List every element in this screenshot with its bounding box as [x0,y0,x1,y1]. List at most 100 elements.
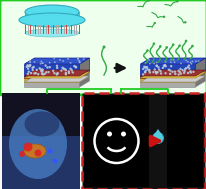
Circle shape [71,71,74,74]
Polygon shape [24,58,89,64]
Circle shape [62,68,65,70]
Circle shape [162,16,164,18]
Circle shape [79,62,81,63]
Circle shape [183,21,186,23]
Circle shape [155,64,157,67]
Circle shape [41,69,43,71]
Circle shape [31,69,34,71]
Circle shape [74,66,77,68]
Circle shape [41,73,43,75]
Circle shape [33,72,35,75]
Circle shape [154,72,157,74]
Circle shape [74,66,77,68]
Circle shape [163,65,165,67]
Circle shape [177,44,180,47]
Polygon shape [194,58,205,76]
Circle shape [145,49,148,52]
Circle shape [27,70,30,73]
Circle shape [73,65,75,67]
Circle shape [161,67,163,69]
Ellipse shape [25,5,79,19]
Circle shape [176,70,179,72]
Circle shape [155,65,157,67]
Circle shape [107,132,111,136]
Circle shape [171,70,173,73]
Circle shape [183,68,185,70]
Circle shape [29,60,31,62]
Circle shape [77,58,78,60]
Circle shape [78,61,80,63]
Ellipse shape [24,144,46,158]
Polygon shape [79,58,89,76]
Circle shape [64,72,67,74]
Circle shape [33,61,35,63]
Circle shape [60,69,62,72]
Polygon shape [24,64,79,76]
Circle shape [147,0,150,2]
Circle shape [56,67,58,69]
Circle shape [155,62,157,63]
Circle shape [62,67,65,70]
Circle shape [154,71,157,74]
Circle shape [194,60,196,62]
Circle shape [78,60,80,62]
Circle shape [141,68,144,70]
Circle shape [190,63,191,65]
Circle shape [186,66,188,68]
Circle shape [82,58,84,60]
Circle shape [159,72,162,75]
Circle shape [190,45,193,47]
Circle shape [171,43,174,46]
Circle shape [145,66,147,68]
Circle shape [42,62,44,64]
Circle shape [40,60,42,62]
Circle shape [186,72,188,74]
Bar [2,93,80,189]
Circle shape [64,68,66,70]
Circle shape [41,69,43,71]
Circle shape [27,65,29,67]
Circle shape [168,73,171,75]
Circle shape [42,73,44,76]
Circle shape [141,73,144,76]
Circle shape [157,68,160,71]
Circle shape [144,62,146,64]
Polygon shape [140,76,205,82]
Circle shape [49,62,50,64]
Circle shape [168,69,171,72]
Circle shape [184,59,186,61]
Ellipse shape [25,29,79,37]
Ellipse shape [9,109,67,179]
Polygon shape [140,64,194,76]
Circle shape [41,62,43,64]
Circle shape [56,72,59,75]
Polygon shape [79,72,89,82]
Circle shape [29,61,31,63]
Circle shape [189,62,191,63]
Circle shape [37,73,39,75]
Circle shape [179,63,181,64]
Circle shape [30,72,32,74]
Circle shape [164,72,166,74]
Polygon shape [24,72,89,78]
Circle shape [28,65,30,67]
Circle shape [55,73,58,76]
Circle shape [144,66,146,69]
Circle shape [23,143,32,152]
Circle shape [52,70,54,72]
Polygon shape [24,76,89,82]
Circle shape [154,71,156,73]
Polygon shape [140,72,205,78]
Circle shape [53,72,55,74]
Circle shape [56,72,59,74]
Circle shape [39,63,41,65]
Circle shape [53,57,55,59]
Circle shape [147,69,150,71]
Polygon shape [24,82,79,87]
Circle shape [144,70,146,72]
Circle shape [19,151,25,157]
Circle shape [56,65,58,67]
Bar [166,95,202,187]
Polygon shape [194,72,205,82]
FancyBboxPatch shape [0,0,206,95]
